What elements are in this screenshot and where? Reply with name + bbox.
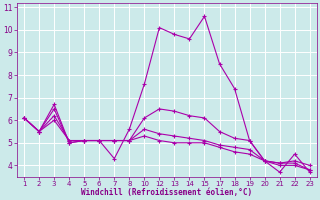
X-axis label: Windchill (Refroidissement éolien,°C): Windchill (Refroidissement éolien,°C): [81, 188, 252, 197]
